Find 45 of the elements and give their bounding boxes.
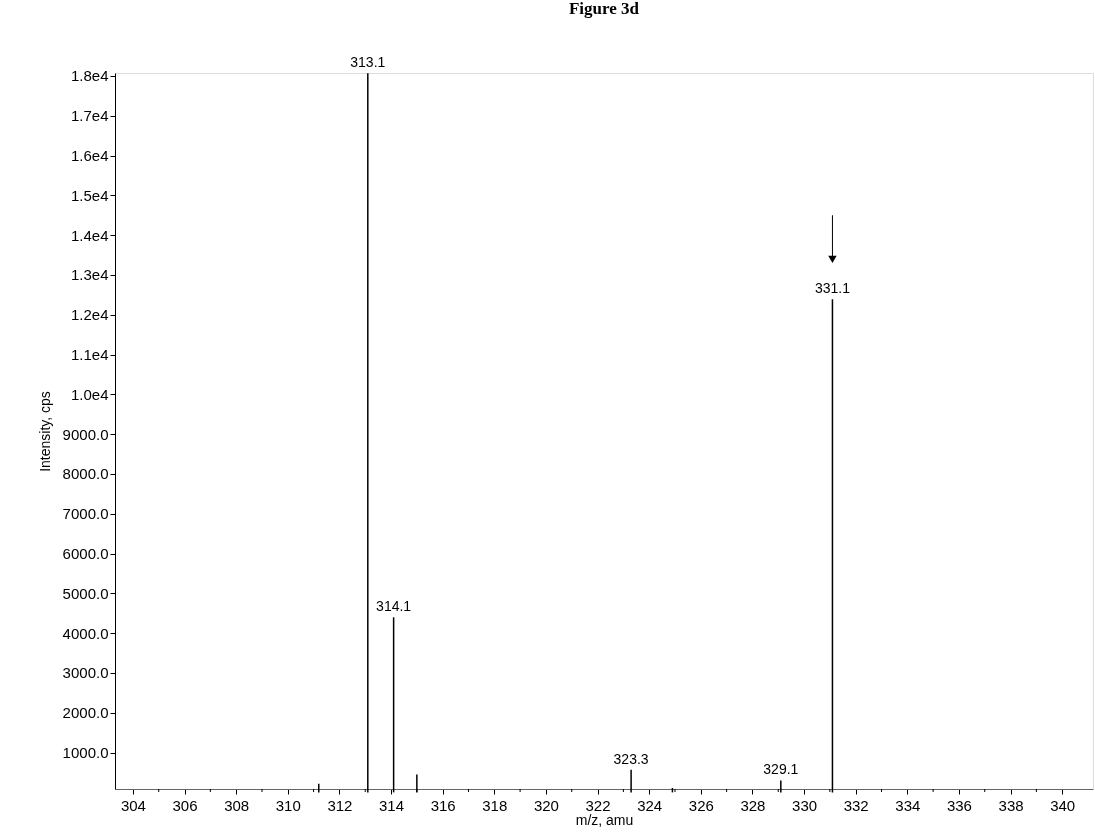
- annotation: 331.1: [814, 280, 851, 297]
- x-tick-label: 332: [843, 796, 869, 814]
- y-tick-label: 1.3e4: [70, 266, 109, 284]
- x-tick-label: 304: [120, 796, 146, 814]
- x-tick-label: 336: [946, 796, 972, 814]
- y-tick-label: 4000.0: [62, 624, 109, 642]
- annotation: 313.1: [350, 54, 386, 71]
- x-tick-label: 320: [533, 796, 559, 814]
- annotation: 323.3: [613, 750, 649, 767]
- x-tick-label: 314: [379, 796, 405, 814]
- y-tick-label: 3000.0: [62, 664, 109, 682]
- y-tick-label: 9000.0: [62, 425, 109, 443]
- y-tick-label: 1.1e4: [70, 346, 109, 364]
- annotation: 314.1: [376, 598, 412, 615]
- x-tick-label: 328: [740, 796, 766, 814]
- y-tick-label: 1.5e4: [70, 186, 109, 204]
- y-tick-label: 1.2e4: [70, 306, 109, 324]
- x-tick-label: 322: [585, 796, 611, 814]
- x-tick-label: 316: [430, 796, 456, 814]
- y-tick-label: 7000.0: [62, 505, 109, 523]
- x-tick-label: 324: [637, 796, 663, 814]
- x-tick-label: 318: [482, 796, 508, 814]
- y-tick-label: 1.0e4: [70, 385, 109, 403]
- x-axis-title: m/z, amu: [575, 811, 634, 828]
- y-tick-label: 2000.0: [62, 704, 109, 722]
- x-tick-label: 308: [224, 796, 250, 814]
- y-tick-label: 6000.0: [62, 545, 109, 563]
- annotation: 329.1: [763, 761, 799, 778]
- x-tick-label: 334: [895, 796, 921, 814]
- y-tick-label: 1.8e4: [70, 67, 109, 85]
- y-tick-label: 1.7e4: [70, 107, 109, 125]
- y-tick-label: 1.6e4: [70, 147, 109, 165]
- y-tick-label: 5000.0: [62, 584, 109, 602]
- x-tick-label: 326: [688, 796, 714, 814]
- y-tick-label: 1000.0: [62, 744, 109, 762]
- chart-title: Figure 3d: [568, 0, 640, 19]
- x-tick-label: 340: [1050, 796, 1076, 814]
- x-tick-label: 306: [172, 796, 198, 814]
- x-tick-label: 338: [998, 796, 1024, 814]
- x-tick-label: 312: [327, 796, 353, 814]
- y-tick-label: 8000.0: [62, 465, 109, 483]
- x-tick-label: 310: [275, 796, 301, 814]
- y-tick-label: 1.4e4: [70, 226, 109, 244]
- x-tick-label: 330: [792, 796, 818, 814]
- y-axis-title: Intensity, cps: [36, 391, 53, 472]
